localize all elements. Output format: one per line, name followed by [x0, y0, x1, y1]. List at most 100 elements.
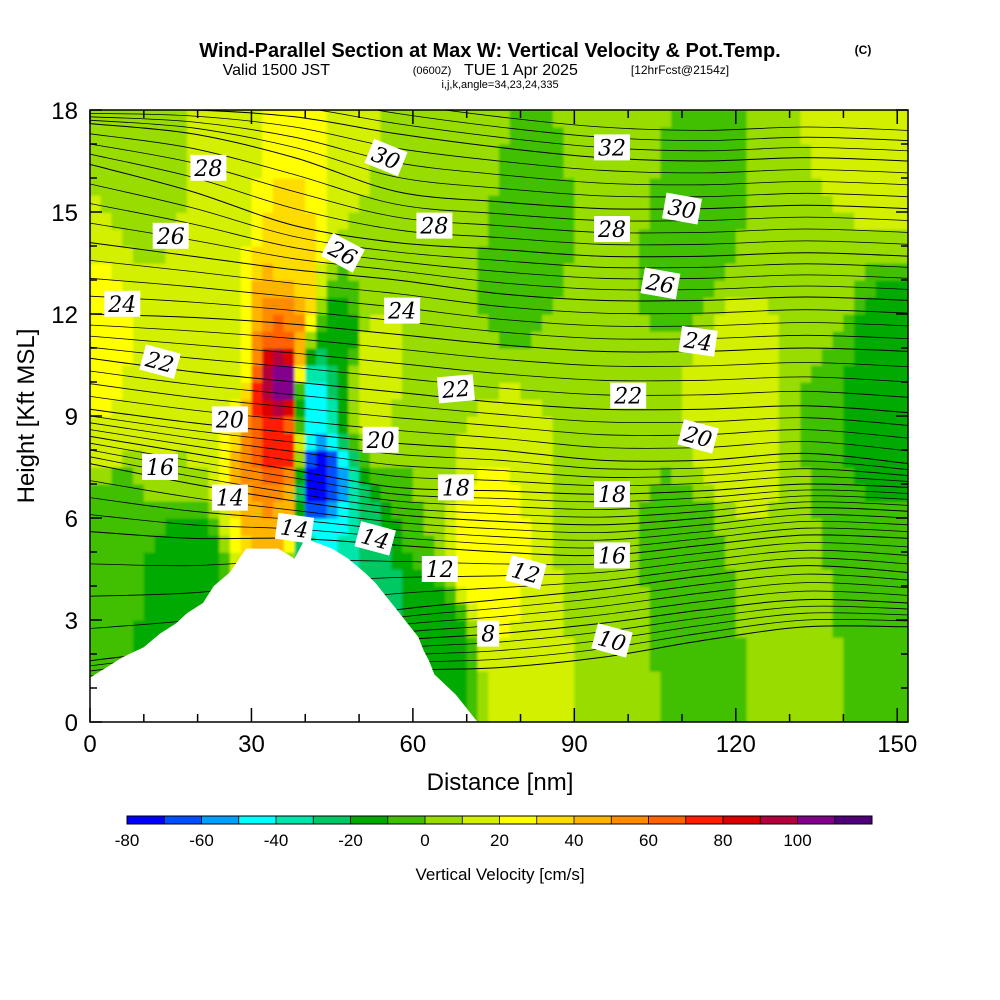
- field-cell: [671, 144, 683, 162]
- field-cell: [402, 416, 414, 434]
- field-cell: [725, 195, 737, 213]
- field-cell: [133, 416, 145, 434]
- field-cell: [154, 399, 167, 417]
- field-cell: [165, 127, 177, 145]
- field-cell: [681, 637, 694, 655]
- field-cell: [423, 297, 436, 315]
- field-cell: [466, 246, 479, 264]
- field-cell: [843, 569, 855, 587]
- field-cell: [111, 161, 123, 179]
- field-cell: [380, 110, 393, 128]
- field-cell: [445, 450, 457, 468]
- colorbar-swatch: [276, 816, 314, 824]
- field-cell: [746, 484, 759, 502]
- field-cell: [133, 569, 145, 587]
- field-cell: [391, 552, 403, 570]
- field-cell: [735, 705, 748, 722]
- isentrope-minor: [90, 497, 908, 541]
- field-cell: [843, 688, 855, 706]
- isentrope-minor: [90, 456, 908, 518]
- field-cell: [133, 467, 145, 485]
- field-cell: [628, 518, 640, 536]
- field-cell: [197, 246, 210, 264]
- field-cell: [725, 535, 737, 553]
- field-cell: [649, 705, 662, 722]
- field-cell: [520, 484, 532, 502]
- field-cell: [585, 518, 597, 536]
- field-cell: [509, 416, 522, 434]
- field-cell: [552, 637, 565, 655]
- field-cell: [638, 569, 651, 587]
- field-cell: [176, 467, 188, 485]
- field-cell: [585, 569, 597, 587]
- field-cell: [552, 297, 565, 315]
- field-cell: [811, 501, 823, 519]
- colorbar-swatch: [201, 816, 240, 824]
- field-cell: [864, 433, 877, 451]
- field-cell: [778, 365, 791, 383]
- field-cell: [628, 416, 640, 434]
- field-cell: [606, 348, 619, 366]
- field-cell: [574, 603, 586, 621]
- field-cell: [595, 416, 608, 434]
- isentrope-minor: [90, 295, 908, 340]
- field-cell: [402, 552, 414, 570]
- field-cell: [843, 127, 855, 145]
- field-cell: [337, 467, 350, 485]
- field-cell: [283, 348, 296, 366]
- field-cell: [821, 705, 834, 722]
- field-cell: [488, 501, 500, 519]
- field-cell: [359, 484, 371, 502]
- field-cell: [326, 212, 339, 230]
- field-cell: [606, 110, 619, 128]
- field-cell: [445, 501, 457, 519]
- field-cell: [455, 246, 468, 264]
- field-cell: [585, 552, 597, 570]
- field-cell: [133, 144, 145, 162]
- field-cell: [552, 110, 565, 128]
- field-cell: [649, 178, 662, 196]
- field-cell: [617, 569, 629, 587]
- field-cell: [552, 450, 565, 468]
- field-cell: [133, 178, 145, 196]
- field-cell: [574, 365, 586, 383]
- field-cell: [466, 569, 479, 587]
- field-cell: [488, 484, 500, 502]
- field-cell: [391, 263, 403, 281]
- field-cell: [692, 450, 705, 468]
- field-cell: [768, 246, 780, 264]
- field-cell: [111, 467, 123, 485]
- field-cell: [111, 212, 123, 230]
- field-cell: [165, 144, 177, 162]
- field-cell: [552, 586, 565, 604]
- field-cell: [660, 416, 672, 434]
- field-cell: [811, 688, 823, 706]
- field-cell: [886, 399, 898, 417]
- field-cell: [531, 637, 543, 655]
- field-cell: [229, 552, 242, 570]
- field-cell: [649, 127, 662, 145]
- field-cell: [886, 416, 898, 434]
- field-cell: [423, 263, 436, 281]
- contour-label-text: 18: [442, 476, 470, 501]
- field-cell: [864, 603, 877, 621]
- field-cell: [455, 603, 468, 621]
- field-cell: [768, 297, 780, 315]
- field-cell: [778, 637, 791, 655]
- field-cell: [251, 212, 263, 230]
- field-cell: [875, 586, 888, 604]
- field-cell: [563, 212, 576, 230]
- field-cell: [832, 280, 845, 298]
- field-cell: [445, 535, 457, 553]
- field-cell: [746, 161, 759, 179]
- field-cell: [832, 212, 845, 230]
- field-cell: [434, 501, 446, 519]
- field-cell: [574, 229, 586, 247]
- field-cell: [703, 399, 715, 417]
- field-cell: [542, 552, 554, 570]
- field-cell: [628, 450, 640, 468]
- field-cell: [455, 144, 468, 162]
- field-cell: [466, 688, 479, 706]
- field-cell: [294, 178, 306, 196]
- field-cell: [574, 297, 586, 315]
